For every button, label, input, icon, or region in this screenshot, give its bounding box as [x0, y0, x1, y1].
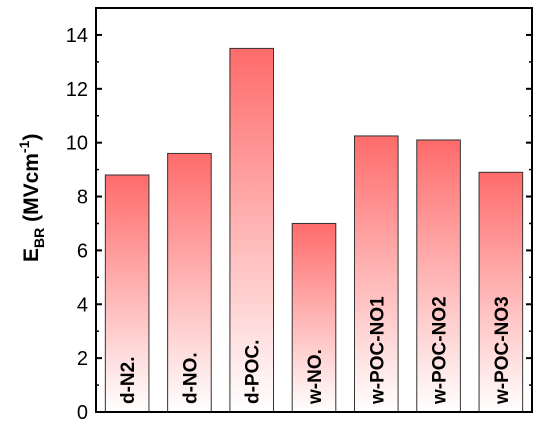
bar: [416, 139, 461, 413]
plot-frame: [95, 7, 533, 413]
y-tick-label: 0: [77, 402, 88, 424]
bar: [291, 222, 337, 413]
bar-label: d-N2.: [118, 357, 139, 405]
bar: [229, 47, 275, 413]
y-axis-label: EBR (MVcm-1): [16, 134, 47, 262]
bar: [353, 135, 399, 413]
bar-label: w-POC-NO3: [492, 296, 513, 405]
bar-label: d-NO.: [180, 352, 201, 404]
bar-label: w-NO.: [305, 349, 326, 405]
y-tick-label: 4: [77, 294, 88, 316]
bar-label: d-POC.: [243, 340, 264, 404]
y-tick-label: 12: [66, 79, 88, 101]
bar-label: w-POC-NO2: [430, 296, 451, 405]
bar-label: w-POC-NO1: [367, 296, 388, 405]
plot-area: d-N2. d-NO. d-POC. w-NO. w-POC-NO1 w-POC-NO2 w…: [66, 7, 533, 424]
y-tick-label: 10: [66, 133, 88, 155]
bar: [167, 152, 212, 413]
y-tick-label: 2: [77, 348, 88, 370]
y-tick-label: 6: [77, 240, 88, 262]
y-tick-label: 8: [77, 187, 88, 209]
bar: [104, 174, 150, 413]
y-tick-label: 14: [66, 25, 88, 47]
